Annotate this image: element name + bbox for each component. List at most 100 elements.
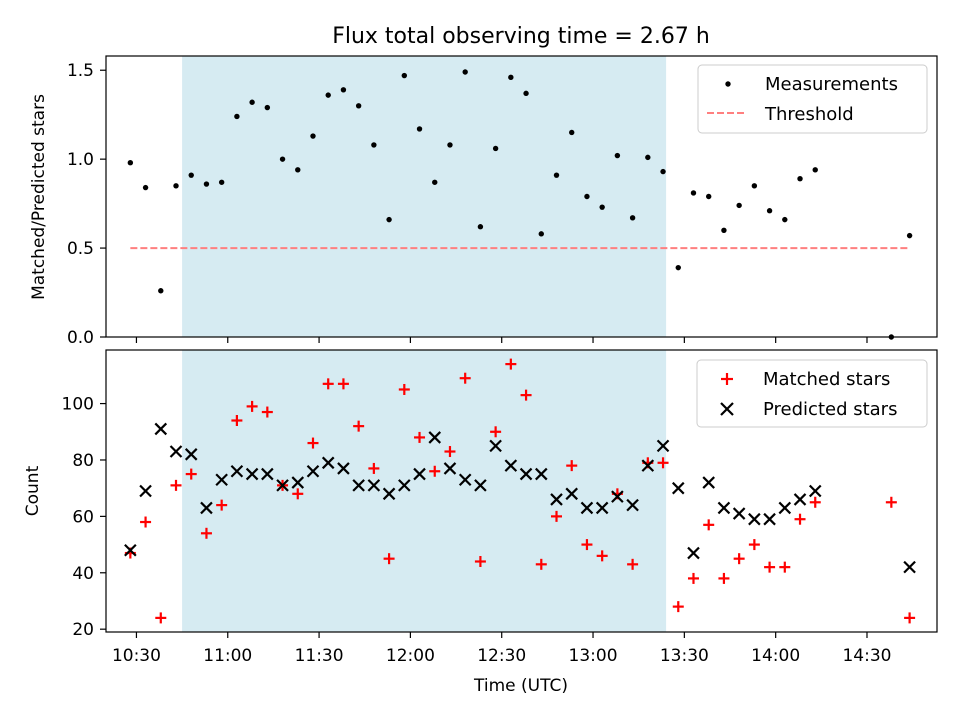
x-tick-label: 13:30 — [660, 646, 709, 666]
matched-star-point — [368, 462, 380, 474]
predicted-star-point — [717, 501, 731, 515]
matched-star-point — [520, 389, 532, 401]
measurement-point — [279, 156, 286, 162]
measurement-point — [158, 288, 164, 294]
predicted-star-point — [702, 476, 715, 489]
top-x-ticks — [135, 337, 868, 343]
predicted-star-point — [611, 490, 624, 503]
measurement-point — [782, 216, 788, 223]
matched-star-point — [429, 465, 441, 477]
predicted-star-point — [458, 473, 472, 486]
matched-star-point — [703, 519, 715, 531]
bottom-y-tick-label: 40 — [72, 564, 94, 584]
bottom-y-axis-label: Count — [23, 465, 43, 516]
predicted-star-point — [519, 467, 533, 481]
matched-star-point — [718, 572, 730, 584]
predicted-star-point — [352, 479, 365, 492]
matched-star-point — [733, 553, 745, 565]
top-y-tick-label: 1.5 — [67, 61, 94, 81]
x-tick-label: 11:30 — [295, 646, 344, 666]
matched-star-point — [185, 468, 197, 480]
matched-star-point — [581, 539, 593, 551]
measurement-point — [173, 183, 179, 189]
matched-star-point — [414, 431, 426, 443]
predicted-star-point — [565, 487, 579, 501]
matched-star-point — [155, 612, 167, 624]
matched-star-point — [231, 415, 243, 426]
top-panel: 0.0 0.5 1.0 1.5 Matched/Predicted stars Mea… — [29, 55, 938, 348]
measurement-point — [906, 232, 913, 239]
measurement-point — [234, 113, 240, 120]
top-legend: Measurements Threshold — [697, 64, 928, 134]
x-tick-label: 14:30 — [842, 646, 891, 666]
predicted-star-point — [671, 481, 685, 495]
matched-star-point — [398, 383, 410, 395]
legend-predicted-marker — [720, 402, 734, 416]
predicted-star-point — [398, 479, 411, 492]
bottom-plot-frame — [105, 349, 938, 633]
bottom-y-tick-label: 60 — [72, 507, 94, 527]
legend-matched-marker — [721, 373, 733, 385]
matched-star-point — [779, 561, 791, 573]
predicted-star-point — [306, 464, 320, 478]
measurement-point — [127, 160, 134, 166]
matched-star-point — [627, 558, 639, 570]
measurement-point — [706, 193, 712, 200]
measurement-point — [218, 179, 225, 185]
predicted-star-point — [732, 507, 746, 520]
bottom-y-tick-label: 20 — [72, 620, 94, 640]
matched-star-point — [292, 488, 304, 500]
matched-star-point — [764, 561, 776, 573]
predicted-star-point — [778, 501, 792, 515]
measurement-point — [462, 69, 468, 75]
matched-star-point — [794, 513, 806, 525]
top-observing-span — [182, 56, 667, 337]
legend-measurements-label: Measurements — [765, 74, 898, 95]
x-tick-label: 13:00 — [569, 646, 618, 666]
x-axis-label: Time (UTC) — [473, 676, 568, 696]
predicted-star-point — [763, 512, 776, 526]
top-legend-box — [697, 64, 928, 134]
legend-measurements-marker — [725, 81, 731, 87]
predicted-star-point — [413, 467, 426, 481]
bottom-x-axis: 10:30 11:00 11:30 12:00 12:30 13:00 13:30 14:00… — [112, 632, 891, 666]
predicted-star-point — [139, 484, 152, 498]
measurement-point — [340, 87, 347, 93]
measurement-point — [477, 224, 484, 230]
measurement-point — [447, 142, 453, 148]
matched-star-point — [535, 558, 547, 570]
measurement-point — [538, 231, 544, 237]
predicted-star-point — [443, 462, 457, 475]
measurement-point — [736, 202, 742, 209]
predicted-star-point — [550, 493, 563, 506]
matched-star-point — [551, 510, 563, 522]
matched-star-point — [596, 550, 608, 562]
measurement-point — [766, 208, 773, 214]
matched-star-point — [748, 539, 760, 551]
matched-star-point — [885, 496, 897, 508]
bottom-observing-span — [182, 350, 667, 632]
predicted-star-point — [291, 476, 305, 489]
predicted-star-point — [580, 501, 594, 515]
measurement-point — [584, 193, 590, 200]
measurement-point — [721, 227, 727, 233]
matched-star-point — [216, 499, 228, 511]
matched-star-point — [383, 553, 395, 565]
measurement-point — [599, 204, 605, 210]
matched-star-point — [140, 516, 152, 528]
legend-threshold-label: Threshold — [764, 104, 854, 125]
measurement-point — [432, 179, 438, 185]
predicted-star-point — [261, 467, 274, 481]
predicted-star-point — [428, 431, 442, 444]
measurement-point — [751, 183, 758, 189]
matched-star-point — [307, 437, 319, 449]
predicted-star-point — [382, 487, 396, 501]
measurement-point — [569, 129, 575, 136]
measurement-point — [355, 103, 362, 109]
matched-star-point — [444, 446, 456, 458]
bottom-legend-box — [696, 359, 928, 428]
predicted-star-point — [367, 479, 381, 492]
predicted-star-point — [641, 459, 655, 472]
matched-star-point — [200, 527, 212, 539]
